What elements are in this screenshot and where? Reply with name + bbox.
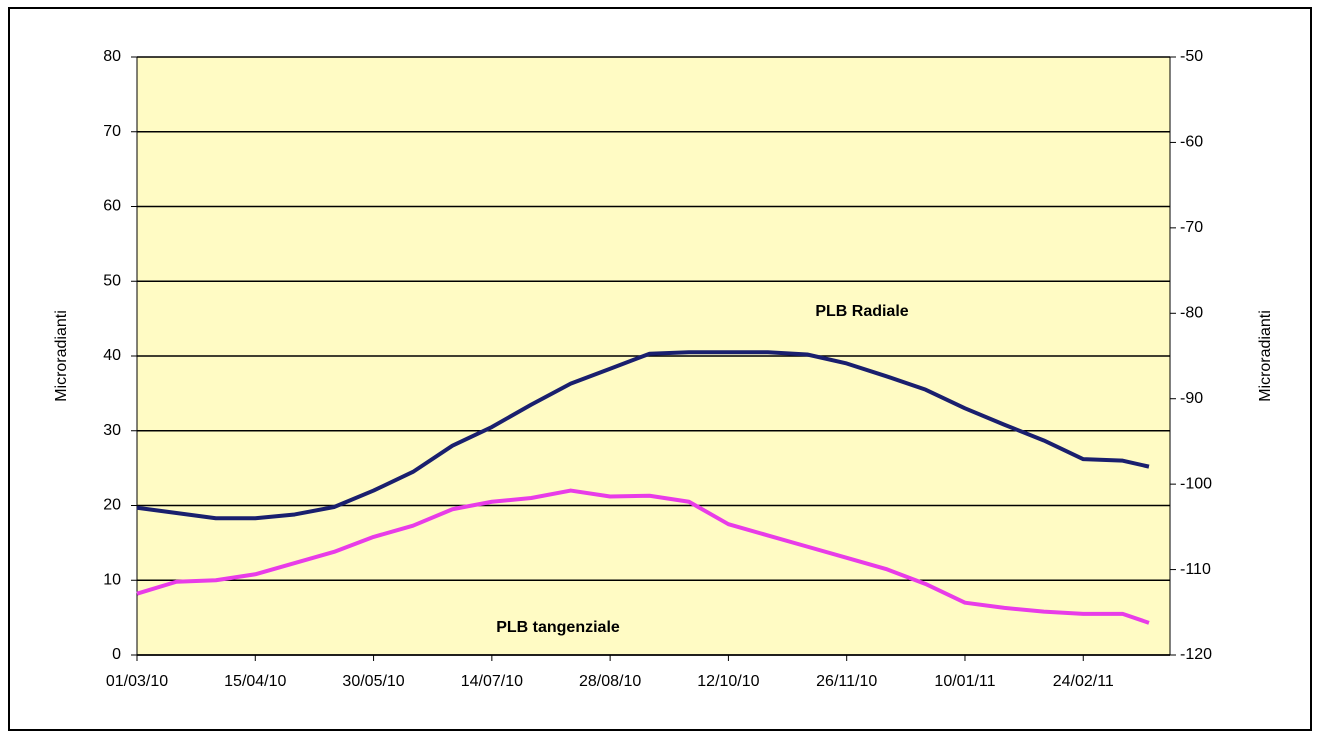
x-tick-label: 12/10/10 [697, 673, 759, 690]
y-tick-label: 60 [103, 198, 121, 215]
x-tick-label: 30/05/10 [342, 673, 404, 690]
annotation: PLB tangenziale [496, 619, 620, 636]
x-tick-label: 26/11/10 [816, 673, 877, 690]
y2-tick-label: -120 [1180, 646, 1212, 663]
y2-tick-label: -50 [1180, 48, 1203, 65]
y-tick-label: 50 [103, 272, 121, 289]
x-tick-label: 15/04/10 [224, 673, 286, 690]
x-tick-label: 24/02/11 [1053, 673, 1114, 690]
y-tick-label: 0 [112, 646, 121, 663]
y-axis-label: Microradianti [53, 310, 70, 402]
y-tick-label: 20 [103, 497, 121, 514]
x-tick-label: 28/08/10 [579, 673, 641, 690]
y2-tick-label: -110 [1180, 561, 1211, 578]
y2-tick-label: -90 [1180, 390, 1203, 407]
y2-tick-label: -70 [1180, 219, 1203, 236]
y2-tick-label: -60 [1180, 134, 1203, 151]
series-line [136, 488, 1150, 625]
y-tick-label: 40 [103, 347, 121, 364]
y-tick-label: 80 [103, 48, 121, 65]
y-tick-label: 30 [103, 422, 121, 439]
series-line [136, 350, 1150, 521]
y-tick-label: 70 [103, 123, 121, 140]
x-tick-label: 10/01/11 [934, 673, 995, 690]
y2-tick-label: -80 [1180, 305, 1203, 322]
x-tick-label: 14/07/10 [461, 673, 523, 690]
y2-tick-label: -100 [1180, 475, 1212, 492]
annotation: PLB Radiale [815, 303, 908, 320]
y-tick-label: 10 [103, 571, 121, 588]
y2-axis-label: Microradianti [1257, 310, 1274, 402]
x-tick-label: 01/03/10 [106, 673, 168, 690]
